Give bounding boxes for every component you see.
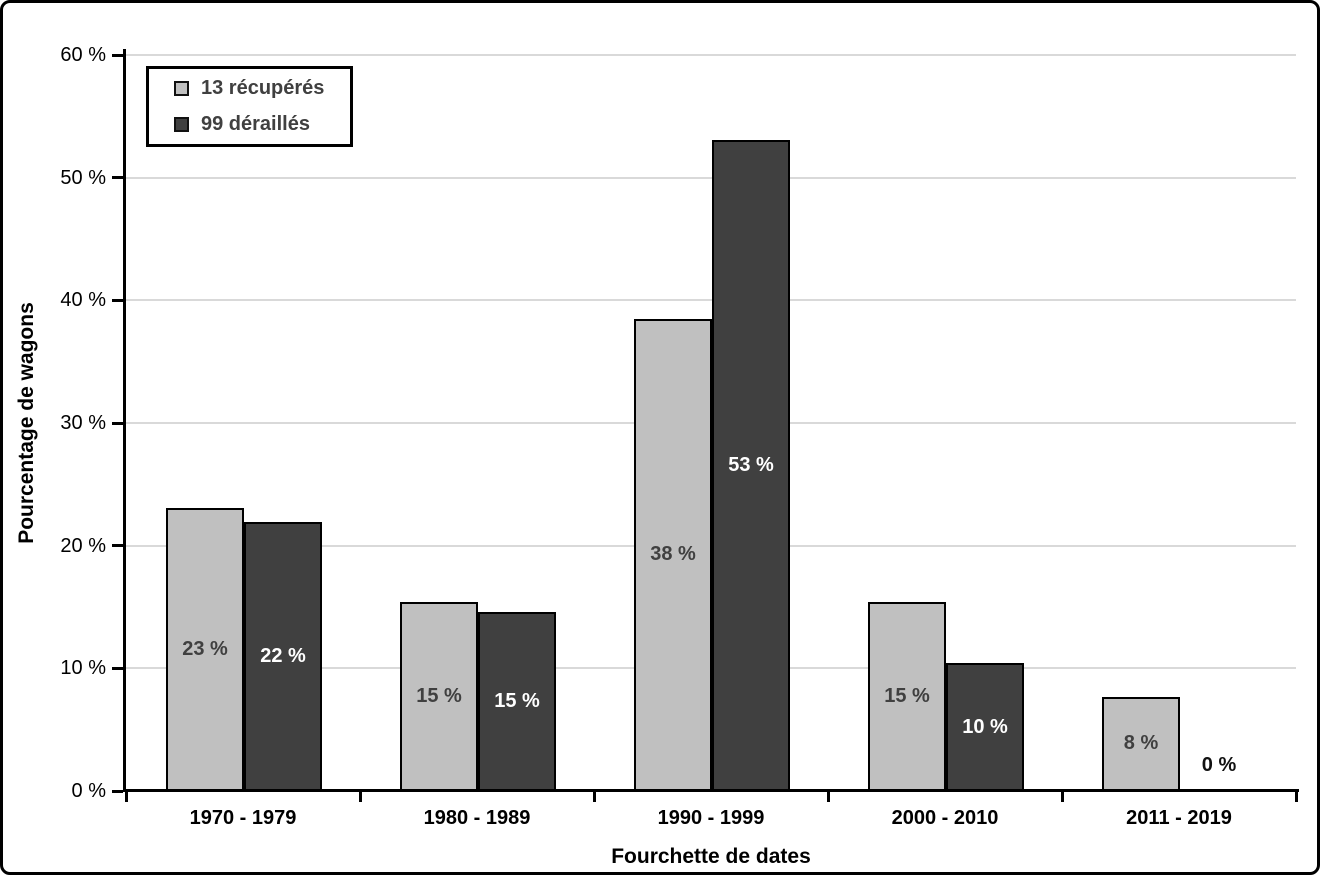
y-axis-tick-label: 20 %: [60, 534, 106, 557]
x-axis-category-label: 2000 - 2010: [891, 807, 999, 829]
bar-derailles: [478, 611, 556, 791]
bar-value-label: 15 %: [884, 685, 930, 708]
bar-recuperes: [400, 602, 478, 791]
y-axis-tick-label: 60 %: [60, 44, 106, 66]
bar-value-label: 10 %: [962, 715, 1008, 738]
y-axis-tick-label: 30 %: [60, 412, 106, 434]
x-axis-category-label: 1980 - 1989: [423, 807, 531, 829]
x-axis-tick: [592, 792, 596, 802]
gridline: [126, 54, 1296, 56]
gridline: [126, 176, 1296, 179]
bar-recuperes: [868, 602, 946, 791]
gridline: [126, 299, 1296, 302]
x-axis-tick: [1060, 792, 1064, 802]
y-axis-tick: [112, 789, 123, 793]
x-axis-line: [123, 789, 1299, 792]
x-axis-tick: [124, 792, 128, 802]
y-axis-line: [123, 49, 126, 791]
legend-label: 13 récupérés: [201, 77, 325, 99]
bar-value-label: 22 %: [260, 645, 306, 668]
legend-item: 99 déraillés: [174, 113, 350, 136]
x-axis-title: Fourchette de dates: [611, 845, 811, 868]
bar-derailles: [946, 663, 1024, 791]
bar-value-label: 8 %: [1123, 732, 1159, 755]
y-axis-tick: [112, 53, 123, 57]
bar-derailles: [244, 522, 322, 791]
bar-recuperes: [166, 507, 244, 791]
y-axis-tick: [112, 176, 123, 180]
bar-value-label: 53 %: [728, 453, 774, 476]
y-axis-tick: [112, 421, 123, 425]
x-axis-tick: [826, 792, 830, 802]
bar-value-label: 15 %: [416, 685, 462, 708]
x-axis-category-label: 1990 - 1999: [657, 807, 765, 829]
bar-recuperes: [1102, 696, 1180, 791]
plot-area: 23 % 22 % 15 % 15 % 38 % 53 % 15 % 10 % 8 % 0 %: [112, 49, 1299, 802]
x-axis-category-label: 2011 - 2019: [1126, 807, 1232, 829]
y-axis-tick: [112, 298, 123, 302]
y-axis-tick-label: 40 %: [60, 289, 106, 312]
legend-swatch-icon: [174, 81, 189, 96]
x-axis-tick: [1294, 792, 1298, 802]
x-axis-tick: [358, 792, 362, 802]
legend: 13 récupérés 99 déraillés: [146, 66, 353, 147]
legend-label: 99 déraillés: [201, 113, 310, 135]
bar-recuperes: [634, 318, 712, 791]
legend-swatch-icon: [174, 117, 189, 132]
bar-value-label: 38 %: [650, 543, 696, 566]
y-axis-tick: [112, 666, 123, 670]
bar-value-label: 15 %: [494, 689, 540, 712]
y-axis-tick-label: 0 %: [71, 780, 106, 802]
x-axis-category-label: 1970 - 1979: [189, 807, 297, 829]
legend-item: 13 récupérés: [174, 77, 350, 100]
bar-derailles: [712, 139, 790, 791]
y-axis-tick-label: 50 %: [60, 166, 106, 189]
bar-value-label: 0 %: [1201, 753, 1237, 776]
bar-value-label: 23 %: [182, 637, 228, 660]
y-axis-tick: [112, 544, 123, 548]
y-axis-tick-label: 10 %: [60, 657, 106, 680]
